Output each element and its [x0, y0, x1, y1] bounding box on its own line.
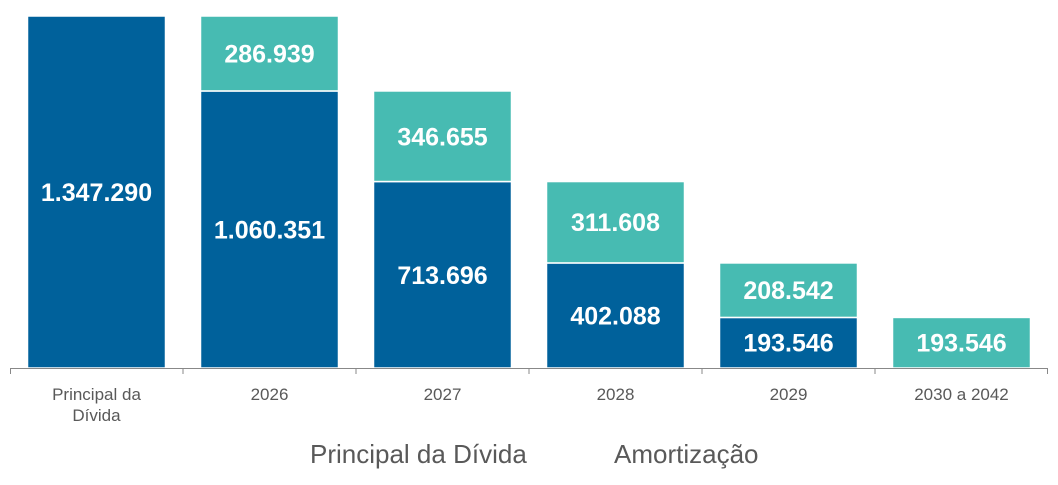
legend-entry: Principal da Dívida [310, 439, 527, 469]
bar-amortizacao [891, 316, 1032, 369]
x-tick-label: 2027 [424, 385, 462, 404]
bar-principal [26, 15, 167, 369]
x-tick-label: 2030 a 2042 [914, 385, 1009, 404]
bar-principal [199, 90, 340, 369]
data-label: 1.347.290 [41, 179, 152, 207]
bar-principal [545, 262, 686, 369]
legend-entry: Amortização [614, 439, 759, 469]
data-label: 346.655 [397, 123, 487, 151]
x-tick-label: Principal da [52, 385, 141, 404]
data-label: 193.546 [916, 330, 1006, 358]
data-label: 193.546 [743, 330, 833, 358]
x-tick-label: 2028 [597, 385, 635, 404]
data-label: 208.542 [743, 277, 833, 305]
x-tick-label: 2029 [770, 385, 808, 404]
bar-amortizacao [199, 15, 340, 92]
bar-principal [372, 180, 513, 369]
bar-amortizacao [545, 180, 686, 264]
data-label: 286.939 [224, 40, 314, 68]
bar-amortizacao [718, 262, 859, 319]
data-label: 311.608 [571, 209, 660, 237]
bar-amortizacao [372, 90, 513, 183]
data-label: 402.088 [570, 302, 660, 330]
x-tick-label: Dívida [72, 406, 121, 425]
data-label: 1.060.351 [214, 216, 325, 244]
bar-principal [718, 316, 859, 369]
x-tick-label: 2026 [251, 385, 289, 404]
data-label: 713.696 [397, 262, 487, 290]
